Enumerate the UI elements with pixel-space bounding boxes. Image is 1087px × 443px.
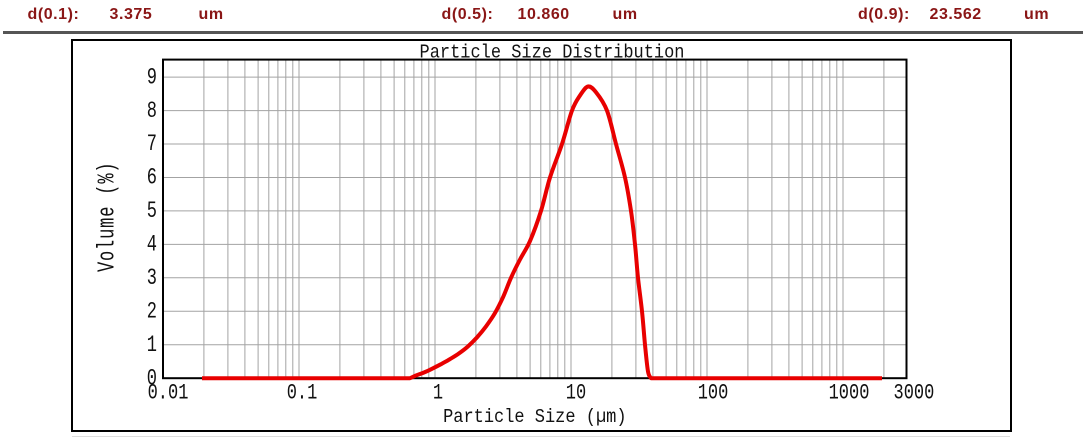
- svg-text:0.1: 0.1: [287, 379, 318, 405]
- svg-text:4: 4: [147, 232, 157, 258]
- svg-text:1: 1: [147, 333, 157, 359]
- svg-text:3: 3: [147, 266, 157, 292]
- svg-text:1000: 1000: [829, 379, 870, 405]
- svg-text:3000: 3000: [894, 379, 935, 405]
- svg-text:1: 1: [433, 379, 443, 405]
- svg-text:Particle Size Distribution: Particle Size Distribution: [420, 42, 685, 63]
- svg-text:0.01: 0.01: [148, 379, 189, 405]
- svg-text:8: 8: [147, 99, 157, 125]
- svg-text:100: 100: [698, 379, 729, 405]
- svg-text:Particle Size (µm): Particle Size (µm): [443, 407, 626, 428]
- svg-text:9: 9: [147, 65, 157, 91]
- svg-text:10: 10: [566, 379, 586, 405]
- svg-text:7: 7: [147, 132, 157, 158]
- svg-text:5: 5: [147, 199, 157, 225]
- svg-text:0: 0: [147, 366, 157, 392]
- svg-text:2: 2: [147, 299, 157, 325]
- svg-text:Volume (%): Volume (%): [95, 162, 121, 272]
- svg-text:6: 6: [147, 166, 157, 192]
